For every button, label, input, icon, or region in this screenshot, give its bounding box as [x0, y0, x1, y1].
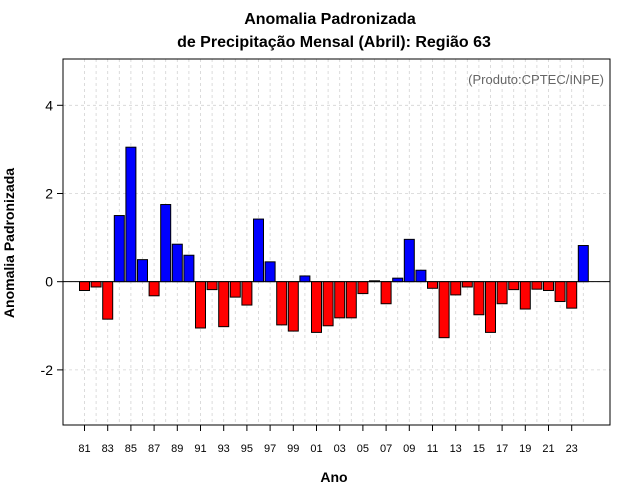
bar-2013 [450, 281, 462, 296]
bar-2005 [357, 281, 369, 295]
y-axis-label: Anomalia Padronizada [1, 168, 17, 318]
bar-2023 [566, 281, 578, 309]
bar-2012 [438, 281, 450, 339]
bar-1988 [160, 204, 172, 283]
bar-1995 [241, 281, 253, 306]
bar-2006 [369, 280, 380, 283]
bar-1984 [113, 215, 125, 283]
bar-1987 [148, 281, 160, 297]
bar-1986 [137, 259, 148, 283]
bar-2021 [543, 281, 554, 292]
bar-2019 [519, 281, 531, 310]
x-tick-label: 93 [218, 443, 230, 455]
bar-2009 [403, 238, 415, 283]
bar-1989 [171, 243, 183, 283]
bar-1999 [287, 281, 299, 332]
bar-2022 [554, 281, 566, 303]
bar-2024 [577, 245, 589, 283]
x-tick-label: 17 [496, 443, 508, 455]
bar-1983 [102, 281, 114, 320]
bar-2007 [380, 281, 392, 305]
x-tick-label: 91 [194, 443, 206, 455]
x-tick-label: 15 [473, 443, 485, 455]
x-tick-label: 07 [380, 443, 392, 455]
gridlines [63, 59, 610, 425]
y-tick-label: 4 [45, 97, 53, 113]
x-tick-label: 97 [264, 443, 276, 455]
chart-title-line2: de Precipitação Mensal (Abril): Região 6… [177, 34, 491, 51]
x-axis: 81 83 85 87 89 91 93 95 97 99 01 03 05 07 09 11 13 15 17 19… [78, 425, 578, 455]
x-tick-label: 03 [334, 443, 346, 455]
bar-2003 [334, 281, 346, 319]
plot-frame [62, 58, 611, 426]
bar-1993 [218, 281, 230, 328]
x-tick-label: 01 [310, 443, 322, 455]
y-tick-label: 0 [45, 274, 53, 290]
bar-2011 [427, 281, 438, 289]
x-axis-label: Ano [320, 469, 347, 485]
bar-1997 [264, 261, 276, 283]
x-tick-label: 89 [171, 443, 183, 455]
bar-2020 [531, 281, 543, 290]
bar-2002 [322, 281, 334, 327]
bar-2004 [345, 281, 357, 319]
bar-2016 [485, 281, 496, 333]
bar-1981 [79, 281, 90, 292]
x-tick-label: 95 [241, 443, 253, 455]
bar-1996 [253, 218, 264, 283]
bar-2018 [508, 281, 520, 291]
bar-1990 [183, 254, 195, 283]
bars [79, 146, 589, 339]
bar-2000 [299, 275, 311, 283]
x-tick-label: 13 [450, 443, 462, 455]
bar-1991 [195, 281, 206, 329]
x-tick-label: 19 [519, 443, 531, 455]
y-axis: -2 0 2 4 [41, 97, 63, 378]
chart-title-line1: Anomalia Padronizada [244, 11, 416, 28]
bar-2015 [473, 281, 485, 316]
source-note: (Produto:CPTEC/INPE) [468, 72, 604, 87]
x-tick-label: 83 [102, 443, 114, 455]
x-tick-label: 99 [287, 443, 299, 455]
x-tick-label: 81 [78, 443, 90, 455]
bar-2008 [392, 277, 404, 283]
x-tick-label: 21 [542, 443, 554, 455]
x-tick-label: 87 [148, 443, 160, 455]
x-tick-label: 11 [427, 443, 438, 455]
bar-2010 [415, 269, 427, 283]
bar-1982 [90, 281, 102, 288]
x-tick-label: 09 [403, 443, 415, 455]
bar-1994 [229, 281, 241, 298]
bar-2001 [311, 281, 322, 333]
bar-1985 [125, 146, 137, 283]
x-tick-label: 23 [566, 443, 578, 455]
y-tick-label: -2 [41, 362, 54, 378]
x-tick-label: 85 [125, 443, 137, 455]
bar-1992 [206, 281, 218, 291]
bar-1998 [276, 281, 288, 326]
x-tick-label: 05 [357, 443, 369, 455]
y-tick-label: 2 [45, 185, 53, 201]
bar-2014 [461, 281, 473, 288]
bar-2017 [496, 281, 508, 305]
